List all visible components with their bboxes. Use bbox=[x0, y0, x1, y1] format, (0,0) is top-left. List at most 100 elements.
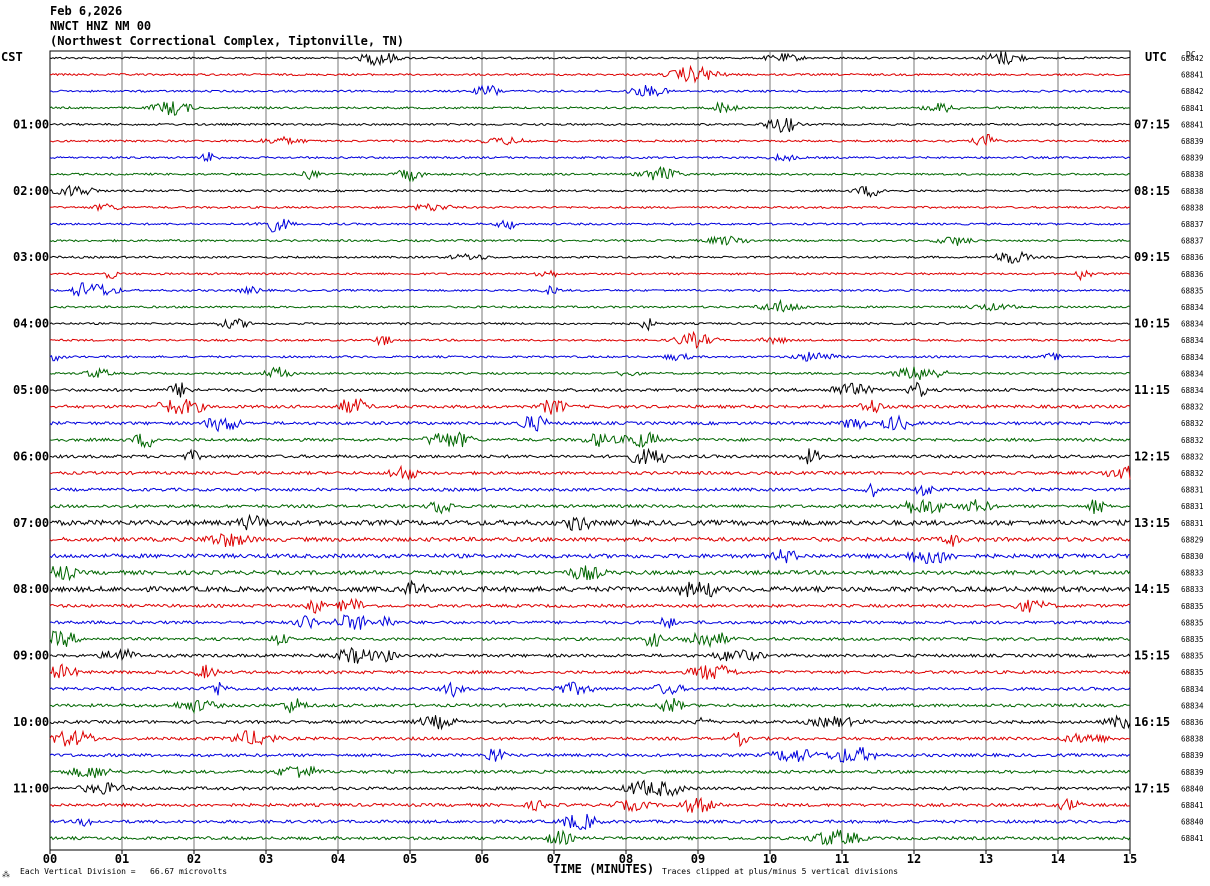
dc-offset-label: 68841 bbox=[1181, 104, 1204, 113]
seismic-trace bbox=[49, 565, 1131, 582]
seismic-trace bbox=[49, 84, 1131, 97]
cst-hour-label: 05:00 bbox=[13, 383, 49, 397]
dc-offset-label: 68842 bbox=[1181, 87, 1204, 96]
seismic-trace bbox=[49, 729, 1131, 748]
x-tick-label: 01 bbox=[115, 852, 129, 866]
x-tick-label: 03 bbox=[259, 852, 273, 866]
dc-offset-label: 68839 bbox=[1181, 137, 1204, 146]
dc-offset-label: 68834 bbox=[1181, 320, 1204, 329]
dc-offset-label: 68842 bbox=[1181, 54, 1204, 63]
cst-hour-label: 07:00 bbox=[13, 516, 49, 530]
seismic-trace bbox=[49, 269, 1131, 282]
cst-hour-label: 01:00 bbox=[13, 117, 49, 131]
seismic-trace bbox=[49, 513, 1131, 532]
clip-note: Traces clipped at plus/minus 5 vertical … bbox=[662, 867, 899, 876]
dc-offset-label: 68833 bbox=[1181, 569, 1204, 578]
seismic-trace bbox=[49, 796, 1131, 813]
cst-hour-label: 11:00 bbox=[13, 781, 49, 795]
dc-offset-label: 68831 bbox=[1181, 519, 1204, 528]
dc-offset-label: 68834 bbox=[1181, 336, 1204, 345]
chart-header: Feb 6,2026 NWCT HNZ NM 00 (Northwest Cor… bbox=[50, 4, 404, 49]
x-tick-label: 05 bbox=[403, 852, 417, 866]
seismic-trace bbox=[49, 118, 1131, 133]
date-label: Feb 6,2026 bbox=[50, 4, 123, 18]
dc-offset-label: 68832 bbox=[1181, 403, 1204, 412]
dc-offset-label: 68839 bbox=[1181, 751, 1204, 760]
dc-offset-label: 68836 bbox=[1181, 718, 1204, 727]
plot-frame bbox=[49, 50, 1131, 851]
right-timezone-label: UTC bbox=[1145, 50, 1167, 64]
seismic-trace bbox=[49, 202, 1130, 213]
x-tick-label: 09 bbox=[691, 852, 705, 866]
utc-hour-label: 15:15 bbox=[1134, 649, 1170, 663]
seismic-trace bbox=[49, 747, 1131, 763]
station-label: NWCT HNZ NM 00 bbox=[50, 19, 152, 33]
utc-hour-label: 09:15 bbox=[1134, 250, 1170, 264]
seismic-trace bbox=[49, 101, 1131, 116]
dc-offset-label: 68835 bbox=[1181, 618, 1204, 627]
x-tick-label: 08 bbox=[619, 852, 633, 866]
cst-hour-label: 04:00 bbox=[13, 317, 49, 331]
dc-offset-label: 68841 bbox=[1181, 120, 1204, 129]
dc-offset-label: 68837 bbox=[1181, 237, 1204, 246]
dc-offset-label: 68841 bbox=[1181, 71, 1204, 80]
seismic-trace bbox=[49, 397, 1131, 415]
dc-offset-label: 68833 bbox=[1181, 585, 1204, 594]
x-axis-title: TIME (MINUTES) bbox=[553, 862, 655, 876]
dc-offset-label: 68835 bbox=[1181, 652, 1204, 661]
seismic-trace bbox=[49, 464, 1131, 481]
seismic-trace bbox=[49, 431, 1131, 449]
dc-offset-label: 68834 bbox=[1181, 369, 1204, 378]
dc-offset-label: 68838 bbox=[1181, 203, 1204, 212]
dc-offset-label: 68832 bbox=[1181, 452, 1204, 461]
seismic-trace bbox=[49, 330, 1131, 349]
dc-offset-label: 68837 bbox=[1181, 220, 1204, 229]
dc-offset-label: 68838 bbox=[1181, 170, 1204, 179]
scale-note: Each Vertical Division = 66.67 microvolt… bbox=[20, 867, 228, 876]
seismic-trace bbox=[49, 165, 1131, 183]
x-tick-label: 15 bbox=[1123, 852, 1137, 866]
x-tick-label: 13 bbox=[979, 852, 993, 866]
x-tick-label: 02 bbox=[187, 852, 201, 866]
seismic-trace bbox=[49, 681, 1131, 698]
seismic-trace bbox=[49, 64, 1131, 84]
seismic-trace bbox=[49, 697, 1131, 714]
x-tick-label: 11 bbox=[835, 852, 849, 866]
seismic-trace bbox=[49, 482, 1131, 498]
dc-offset-label: 68835 bbox=[1181, 668, 1204, 677]
utc-hour-label: 13:15 bbox=[1134, 516, 1170, 530]
seismic-trace bbox=[50, 250, 1131, 264]
seismic-trace bbox=[49, 51, 1131, 67]
cst-hour-label: 08:00 bbox=[13, 582, 49, 596]
seismic-trace bbox=[49, 152, 1131, 163]
x-tick-label: 12 bbox=[907, 852, 921, 866]
dc-offset-label: 68841 bbox=[1181, 801, 1204, 810]
dc-offset-label: 68835 bbox=[1181, 635, 1204, 644]
seismic-trace bbox=[49, 414, 1130, 433]
dc-offset-label: 68834 bbox=[1181, 701, 1204, 710]
dc-offset-label: 68840 bbox=[1181, 784, 1204, 793]
dc-offset-label: 68834 bbox=[1181, 685, 1204, 694]
seismic-trace bbox=[49, 134, 1131, 147]
dc-offset-label: 68838 bbox=[1181, 187, 1204, 196]
seismic-trace bbox=[49, 351, 1131, 362]
dc-offset-label: 68832 bbox=[1181, 469, 1204, 478]
seismic-trace bbox=[49, 498, 1131, 515]
seismic-trace bbox=[49, 614, 1131, 630]
dc-offset-label: 68832 bbox=[1181, 436, 1204, 445]
x-tick-label: 00 bbox=[43, 852, 57, 866]
utc-hour-label: 11:15 bbox=[1134, 383, 1170, 397]
x-tick-label: 07 bbox=[547, 852, 561, 866]
dc-offset-label: 68836 bbox=[1181, 253, 1204, 262]
seismic-trace bbox=[49, 579, 1131, 598]
seismic-trace bbox=[49, 549, 1130, 564]
left-timezone-label: CST bbox=[1, 50, 23, 64]
utc-hour-label: 08:15 bbox=[1134, 184, 1170, 198]
location-label: (Northwest Correctional Complex, Tiptonv… bbox=[50, 34, 405, 48]
seismic-trace bbox=[49, 218, 1131, 233]
dc-offset-label: 68834 bbox=[1181, 353, 1204, 362]
seismic-trace bbox=[49, 317, 1131, 332]
cst-hour-label: 06:00 bbox=[13, 449, 49, 463]
seismic-trace bbox=[49, 282, 1131, 297]
